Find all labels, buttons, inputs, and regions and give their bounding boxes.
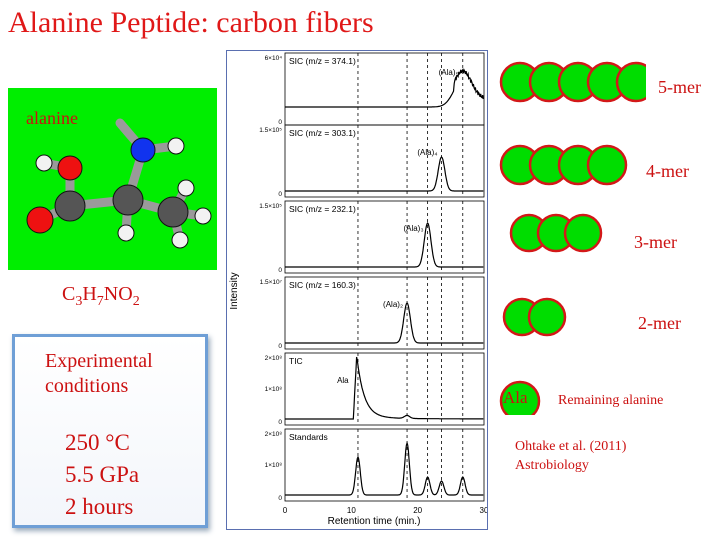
peak-label: Ala xyxy=(337,376,349,385)
citation: Ohtake et al. (2011) Astrobiology xyxy=(515,439,627,473)
alanine-molecule-image: alanine xyxy=(8,88,217,270)
x-tick-label: 20 xyxy=(413,506,422,515)
chromatogram-panel: SIC (m/z = 232.1) 1.5×10⁵ 0 (Ala)₃ xyxy=(259,200,485,274)
panel-label: Standards xyxy=(289,432,328,442)
chromatogram-panel: SIC (m/z = 160.3) 1.5×10⁷ 0 (Ala)₂ xyxy=(260,276,485,350)
chain-label-3mer: 3-mer xyxy=(634,232,677,252)
chromatogram-figure: Intensity Retention time (min.) SIC (m/z… xyxy=(226,50,488,530)
y-axis-label: Intensity xyxy=(229,272,240,309)
x-tick-label: 10 xyxy=(347,506,356,515)
panel-label: SIC (m/z = 374.1) xyxy=(289,56,356,66)
remaining-alanine-caption: Remaining alanine xyxy=(558,393,664,408)
conditions-box: Experimental conditions 250 °C 5.5 GPa 2… xyxy=(12,334,208,528)
chromatogram-trace xyxy=(285,68,484,108)
alanine-bead xyxy=(499,380,541,415)
panel-ymid-tick: 1×10⁸ xyxy=(265,386,283,393)
chromatogram-panel: SIC (m/z = 374.1) 6×10⁴ 0 (Ala)₅ xyxy=(265,52,485,126)
x-tick-label: 0 xyxy=(283,506,288,515)
panel-ymax-tick: 2×10⁸ xyxy=(265,355,283,362)
panel-label: SIC (m/z = 232.1) xyxy=(289,204,356,214)
panel-label: TIC xyxy=(289,356,303,366)
chromatogram-trace xyxy=(285,221,484,268)
chromatogram-svg: Intensity Retention time (min.) SIC (m/z… xyxy=(229,52,487,527)
panel-label: SIC (m/z = 303.1) xyxy=(289,128,356,138)
chromatogram-trace xyxy=(285,356,484,420)
peak-label: (Ala)₄ xyxy=(417,148,437,157)
panel-ymax-tick: 1.5×10⁵ xyxy=(259,203,282,210)
chain-label-4mer: 4-mer xyxy=(646,161,689,181)
monomer-bead-text: Ala xyxy=(503,388,528,407)
alanine-bead xyxy=(527,297,567,337)
chromatogram-trace xyxy=(285,440,484,496)
peak-label: (Ala)₂ xyxy=(383,300,403,309)
x-axis-label: Retention time (min.) xyxy=(328,516,421,527)
chemical-formula: C3H7NO2 xyxy=(62,283,140,309)
bead-chains-svg xyxy=(499,61,646,415)
panel-label: SIC (m/z = 160.3) xyxy=(289,280,356,290)
temperature-value: 250 °C xyxy=(65,430,130,455)
alanine-bead xyxy=(586,144,628,186)
ball-and-stick-model xyxy=(26,118,212,249)
peak-label: (Ala)₅ xyxy=(439,68,459,77)
panel-ymax-tick: 1.5×10⁷ xyxy=(260,279,283,286)
panel-zero-tick: 0 xyxy=(278,419,282,426)
panel-ymid-tick: 1×10⁸ xyxy=(265,462,283,469)
panel-zero-tick: 0 xyxy=(278,191,282,198)
chromatogram-panel: TIC 2×10⁸ 0 1×10⁸ Ala xyxy=(265,352,485,426)
chromatogram-trace xyxy=(285,302,484,344)
chromatogram-trace xyxy=(285,156,484,192)
panel-ymax-tick: 1.5×10⁵ xyxy=(259,127,282,134)
conditions-heading: Experimental conditions xyxy=(45,350,153,397)
slide-title: Alanine Peptide: carbon fibers xyxy=(8,6,374,39)
duration-value: 2 hours xyxy=(65,494,134,519)
alanine-bead xyxy=(563,213,603,253)
chromatogram-panel: SIC (m/z = 303.1) 1.5×10⁵ 0 (Ala)₄ xyxy=(259,124,485,198)
panel-zero-tick: 0 xyxy=(278,495,282,502)
peak-label: (Ala)₃ xyxy=(403,224,423,233)
chain-label-5mer: 5-mer xyxy=(658,77,701,97)
chain-label-2mer: 2-mer xyxy=(638,313,681,333)
panel-zero-tick: 0 xyxy=(278,343,282,350)
panel-zero-tick: 0 xyxy=(278,267,282,274)
molecule-label: alanine xyxy=(26,108,78,128)
chromatogram-panel: Standards 2×10⁸ 0 1×10⁸ xyxy=(265,428,485,502)
x-tick-label: 30 xyxy=(480,506,487,515)
pressure-value: 5.5 GPa xyxy=(65,462,140,487)
panel-zero-tick: 0 xyxy=(278,119,282,126)
alanine-bead xyxy=(615,61,646,103)
panel-ymax-tick: 2×10⁸ xyxy=(265,431,283,438)
conditions-values: 250 °C 5.5 GPa 2 hours xyxy=(65,427,139,523)
panel-ymax-tick: 6×10⁴ xyxy=(265,55,283,62)
